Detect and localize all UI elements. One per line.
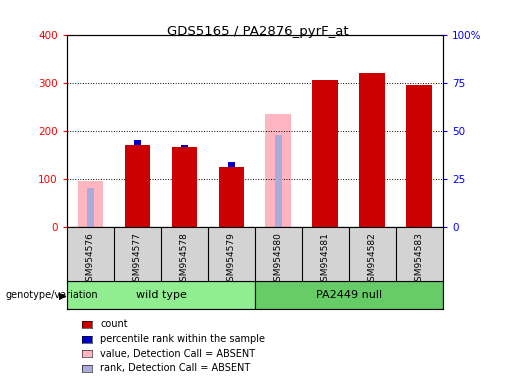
Bar — [78, 181, 104, 227]
Bar — [416, 121, 423, 227]
Text: GSM954578: GSM954578 — [180, 232, 189, 287]
Text: GSM954577: GSM954577 — [133, 232, 142, 287]
Text: GSM954580: GSM954580 — [274, 232, 283, 287]
Text: PA2449 null: PA2449 null — [316, 290, 382, 300]
Text: GSM954576: GSM954576 — [86, 232, 95, 287]
Text: rank, Detection Call = ABSENT: rank, Detection Call = ABSENT — [100, 363, 251, 373]
Bar — [359, 73, 385, 227]
Text: value, Detection Call = ABSENT: value, Detection Call = ABSENT — [100, 349, 255, 359]
Bar — [313, 80, 338, 227]
Text: GSM954581: GSM954581 — [321, 232, 330, 287]
Bar — [134, 140, 141, 227]
Text: GSM954583: GSM954583 — [415, 232, 424, 287]
Bar — [67, 281, 255, 309]
Bar — [369, 111, 375, 227]
Bar — [125, 145, 150, 227]
Bar — [87, 188, 94, 227]
Bar — [171, 147, 197, 227]
Bar — [322, 116, 329, 227]
Bar — [255, 281, 443, 309]
Bar — [266, 114, 291, 227]
Bar — [275, 136, 282, 227]
Bar — [228, 162, 235, 227]
Text: percentile rank within the sample: percentile rank within the sample — [100, 334, 265, 344]
Bar — [218, 167, 244, 227]
Text: genotype/variation: genotype/variation — [5, 290, 98, 300]
Text: GSM954582: GSM954582 — [368, 232, 377, 287]
Text: count: count — [100, 319, 128, 329]
Text: ▶: ▶ — [59, 290, 66, 300]
Text: GDS5165 / PA2876_pyrF_at: GDS5165 / PA2876_pyrF_at — [167, 25, 348, 38]
Bar — [406, 85, 432, 227]
Bar — [181, 145, 187, 227]
Text: wild type: wild type — [135, 290, 186, 300]
Text: GSM954579: GSM954579 — [227, 232, 236, 287]
